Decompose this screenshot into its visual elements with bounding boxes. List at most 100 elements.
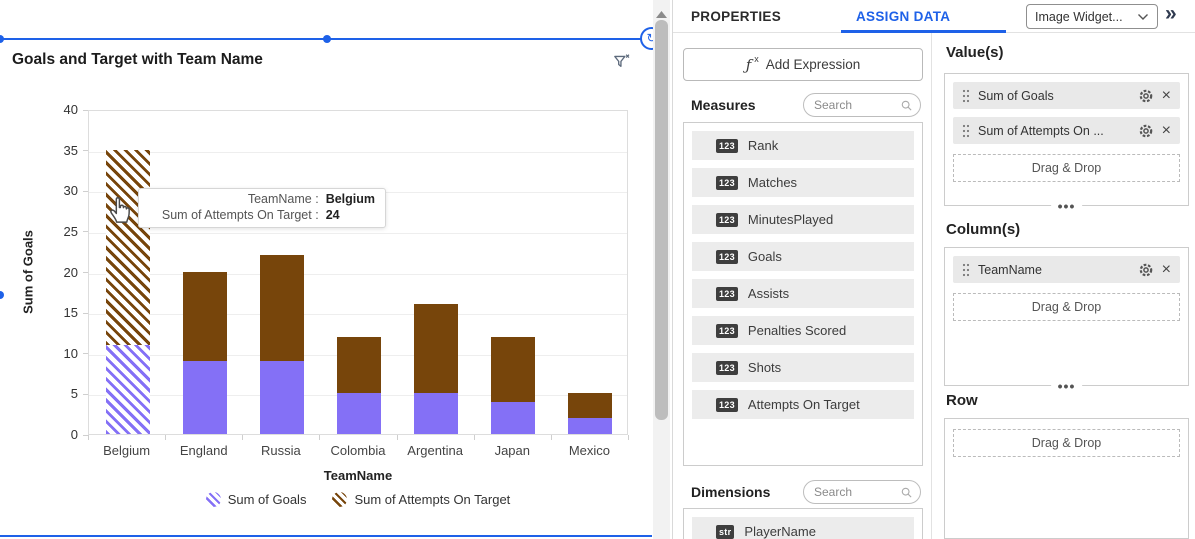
field-type-badge: 123 bbox=[716, 213, 738, 227]
widget-type-dropdown[interactable]: Image Widget... bbox=[1026, 4, 1158, 29]
drag-handle-icon[interactable] bbox=[962, 89, 970, 103]
selection-border-bottom bbox=[0, 535, 652, 537]
measures-search-input[interactable] bbox=[812, 97, 897, 113]
remove-field-icon[interactable]: × bbox=[1162, 88, 1171, 104]
legend-item[interactable]: Sum of Attempts On Target bbox=[332, 492, 510, 507]
y-tick-mark bbox=[83, 272, 88, 273]
field-item-goals[interactable]: 123Goals bbox=[692, 242, 914, 271]
field-type-badge: 123 bbox=[716, 139, 738, 153]
y-tick-mark bbox=[83, 353, 88, 354]
y-tick-mark bbox=[83, 110, 88, 111]
collapse-panel-icon[interactable]: » bbox=[1165, 2, 1177, 26]
measures-search-box[interactable] bbox=[803, 93, 921, 117]
tooltip-label: Sum of Attempts On Target : bbox=[147, 208, 319, 222]
measures-heading: Measures bbox=[691, 97, 756, 113]
bar-japan-attempts[interactable] bbox=[491, 337, 535, 402]
field-chip-sum-of-attempts-on-[interactable]: Sum of Attempts On ...× bbox=[953, 117, 1180, 144]
field-chip-sum-of-goals[interactable]: Sum of Goals × bbox=[953, 82, 1180, 109]
y-tick-mark bbox=[83, 191, 88, 192]
field-type-badge: 123 bbox=[716, 324, 738, 338]
x-axis-title: TeamName bbox=[88, 468, 628, 483]
dashboard-canvas: ↻ Goals and Target with Team Name Sum of… bbox=[0, 0, 672, 539]
y-tick-label: 40 bbox=[30, 102, 78, 117]
gridline bbox=[89, 314, 627, 315]
drag-handle-icon[interactable] bbox=[962, 124, 970, 138]
bar-japan-goals[interactable] bbox=[491, 402, 535, 435]
bar-colombia-attempts[interactable] bbox=[337, 337, 381, 394]
dimensions-search-box[interactable] bbox=[803, 480, 921, 504]
drag-drop-zone[interactable]: Drag & Drop bbox=[953, 429, 1180, 457]
resize-handle-top[interactable] bbox=[323, 35, 331, 43]
hand-cursor-icon bbox=[106, 192, 136, 229]
scrollbar-thumb[interactable] bbox=[655, 20, 668, 420]
canvas-scrollbar[interactable] bbox=[653, 0, 670, 539]
field-item-minutesplayed[interactable]: 123MinutesPlayed bbox=[692, 205, 914, 234]
values-box: Sum of Goals×Sum of Attempts On ...×Drag… bbox=[944, 73, 1189, 206]
resize-handle-top-left[interactable] bbox=[0, 35, 4, 43]
bar-argentina-goals[interactable] bbox=[414, 393, 458, 434]
more-options-dots[interactable]: ••• bbox=[1051, 379, 1083, 393]
field-item-playername[interactable]: strPlayerName bbox=[692, 517, 914, 539]
bar-russia-attempts[interactable] bbox=[260, 255, 304, 361]
field-item-attempts-on-target[interactable]: 123Attempts On Target bbox=[692, 390, 914, 419]
x-tick-mark bbox=[397, 435, 398, 440]
field-item-matches[interactable]: 123Matches bbox=[692, 168, 914, 197]
dimensions-search-input[interactable] bbox=[812, 484, 897, 500]
bar-belgium-attempts[interactable] bbox=[106, 150, 150, 345]
chart-legend: Sum of Goals Sum of Attempts On Target bbox=[88, 492, 628, 507]
x-tick-mark bbox=[474, 435, 475, 440]
legend-item[interactable]: Sum of Goals bbox=[206, 492, 307, 507]
more-options-dots[interactable]: ••• bbox=[1051, 199, 1083, 213]
values-heading: Value(s) bbox=[946, 44, 1004, 61]
y-tick-mark bbox=[83, 313, 88, 314]
legend-label: Sum of Attempts On Target bbox=[354, 492, 510, 507]
x-tick-mark bbox=[165, 435, 166, 440]
drag-drop-zone[interactable]: Drag & Drop bbox=[953, 293, 1180, 321]
chip-label: Sum of Goals bbox=[978, 89, 1130, 103]
gear-icon[interactable] bbox=[1138, 262, 1154, 278]
remove-field-icon[interactable]: × bbox=[1162, 123, 1171, 139]
gridline bbox=[89, 233, 627, 234]
field-chip-teamname[interactable]: TeamName× bbox=[953, 256, 1180, 283]
x-category-label: Russia bbox=[242, 443, 319, 458]
add-expression-button[interactable]: ƒx Add Expression bbox=[683, 48, 923, 81]
y-tick-label: 5 bbox=[30, 386, 78, 401]
field-item-assists[interactable]: 123Assists bbox=[692, 279, 914, 308]
tab-assign-data[interactable]: ASSIGN DATA bbox=[856, 9, 950, 24]
resize-handle-left[interactable] bbox=[0, 291, 4, 299]
bar-belgium-goals[interactable] bbox=[106, 345, 150, 434]
dimensions-heading: Dimensions bbox=[691, 484, 770, 500]
field-type-badge: 123 bbox=[716, 361, 738, 375]
tooltip-value: Belgium bbox=[326, 192, 375, 206]
field-type-badge: 123 bbox=[716, 250, 738, 264]
bar-mexico-attempts[interactable] bbox=[568, 393, 612, 417]
bar-england-attempts[interactable] bbox=[183, 272, 227, 361]
field-type-badge: str bbox=[716, 525, 734, 539]
gridline bbox=[89, 274, 627, 275]
field-item-penalties-scored[interactable]: 123Penalties Scored bbox=[692, 316, 914, 345]
field-item-shots[interactable]: 123Shots bbox=[692, 353, 914, 382]
properties-panel: PROPERTIES ASSIGN DATA Image Widget... »… bbox=[672, 0, 1195, 539]
field-label: Assists bbox=[748, 286, 789, 301]
drag-drop-zone[interactable]: Drag & Drop bbox=[953, 154, 1180, 182]
bar-mexico-goals[interactable] bbox=[568, 418, 612, 434]
drag-handle-icon[interactable] bbox=[962, 263, 970, 277]
bar-england-goals[interactable] bbox=[183, 361, 227, 434]
search-icon bbox=[901, 486, 912, 499]
panel-header: PROPERTIES ASSIGN DATA Image Widget... » bbox=[673, 0, 1195, 33]
field-label: Attempts On Target bbox=[748, 397, 860, 412]
chart-title: Goals and Target with Team Name bbox=[12, 51, 263, 69]
bar-russia-goals[interactable] bbox=[260, 361, 304, 434]
widget-type-value: Image Widget... bbox=[1035, 10, 1131, 24]
bar-colombia-goals[interactable] bbox=[337, 393, 381, 434]
x-category-label: Mexico bbox=[551, 443, 628, 458]
tab-properties[interactable]: PROPERTIES bbox=[691, 9, 781, 24]
x-category-label: Argentina bbox=[397, 443, 474, 458]
x-tick-mark bbox=[551, 435, 552, 440]
gear-icon[interactable] bbox=[1138, 123, 1154, 139]
field-item-rank[interactable]: 123Rank bbox=[692, 131, 914, 160]
gear-icon[interactable] bbox=[1138, 88, 1154, 104]
bar-argentina-attempts[interactable] bbox=[414, 304, 458, 393]
remove-field-icon[interactable]: × bbox=[1162, 262, 1171, 278]
clear-filter-icon[interactable] bbox=[612, 52, 632, 72]
